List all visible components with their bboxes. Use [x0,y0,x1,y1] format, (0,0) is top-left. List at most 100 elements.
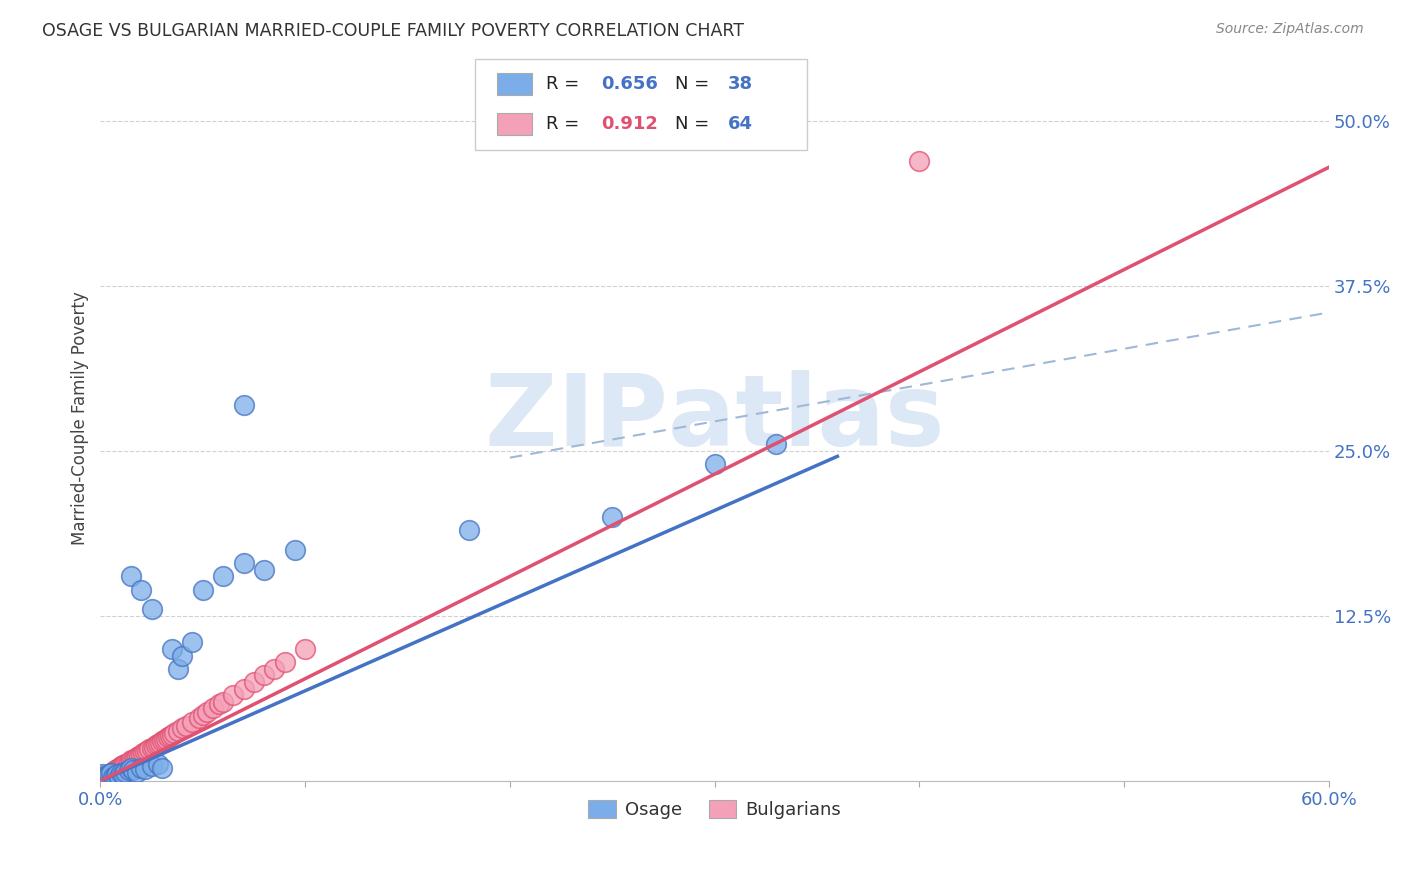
Point [146,737,169,751]
Point [134,762,156,776]
Point [232,681,254,696]
Point [156,731,179,745]
Point [105,767,128,781]
Text: 64: 64 [728,115,754,133]
Point [253,563,276,577]
Point [97,767,120,781]
Point [136,744,159,758]
Point [273,655,295,669]
Point [114,764,136,779]
Text: 0.656: 0.656 [602,75,658,93]
Point [120,754,142,768]
Point [160,642,183,657]
Point [172,648,194,663]
Point [232,398,254,412]
Point [181,714,204,729]
Point [153,733,176,747]
Point [115,756,138,771]
Point [127,750,149,764]
Text: R =: R = [547,115,585,133]
Point [107,761,129,775]
Point [195,706,218,720]
FancyBboxPatch shape [498,73,531,95]
Text: ZIP​atlas: ZIP​atlas [485,369,945,467]
Point [187,711,209,725]
Point [181,635,204,649]
Point [105,762,128,776]
Text: Source: ZipAtlas.com: Source: ZipAtlas.com [1216,22,1364,37]
Point [141,602,163,616]
Point [96,770,118,784]
Point [120,569,142,583]
Point [263,662,285,676]
Point [128,748,150,763]
Point [155,731,177,746]
Point [122,753,145,767]
Point [160,728,183,742]
Point [129,761,152,775]
Point [129,582,152,597]
Point [167,723,190,738]
Point [146,756,169,771]
Point [110,761,132,775]
Point [150,761,173,775]
Point [91,767,114,781]
Point [208,698,231,712]
Point [107,770,129,784]
Point [120,753,142,767]
Point [765,437,787,451]
Point [141,759,163,773]
Point [93,769,115,783]
Text: N =: N = [675,75,716,93]
Point [127,764,149,779]
Point [93,772,115,786]
Point [191,708,214,723]
Point [294,642,316,657]
Point [114,756,136,771]
Point [167,662,190,676]
Point [120,761,142,775]
Point [201,701,224,715]
Point [908,153,931,168]
Point [145,739,167,753]
Point [159,729,181,743]
FancyBboxPatch shape [475,59,807,150]
Point [124,751,146,765]
Text: 38: 38 [728,75,754,93]
Point [96,770,118,784]
Point [129,747,152,762]
Point [212,695,235,709]
Point [100,767,122,781]
Point [101,770,124,784]
Point [104,769,127,783]
Point [101,766,124,780]
Point [97,769,120,783]
Point [150,734,173,748]
Legend: Osage, Bulgarians: Osage, Bulgarians [581,793,848,826]
Text: N =: N = [675,115,716,133]
Text: R =: R = [547,75,585,93]
Point [97,767,120,781]
Point [111,758,134,772]
Point [243,675,266,690]
Point [132,746,155,760]
Point [284,543,307,558]
Point [457,523,479,537]
Point [96,769,118,783]
Point [111,759,134,773]
Point [118,764,141,778]
Point [222,688,245,702]
Point [253,668,276,682]
Point [100,766,122,780]
Point [141,741,163,756]
Point [110,766,132,780]
Text: 0.912: 0.912 [602,115,658,133]
Point [232,556,254,570]
Point [122,764,145,778]
Text: OSAGE VS BULGARIAN MARRIED-COUPLE FAMILY POVERTY CORRELATION CHART: OSAGE VS BULGARIAN MARRIED-COUPLE FAMILY… [42,22,744,40]
FancyBboxPatch shape [498,113,531,135]
Point [101,764,124,779]
Point [111,767,134,781]
Point [703,457,725,471]
Point [134,745,156,759]
